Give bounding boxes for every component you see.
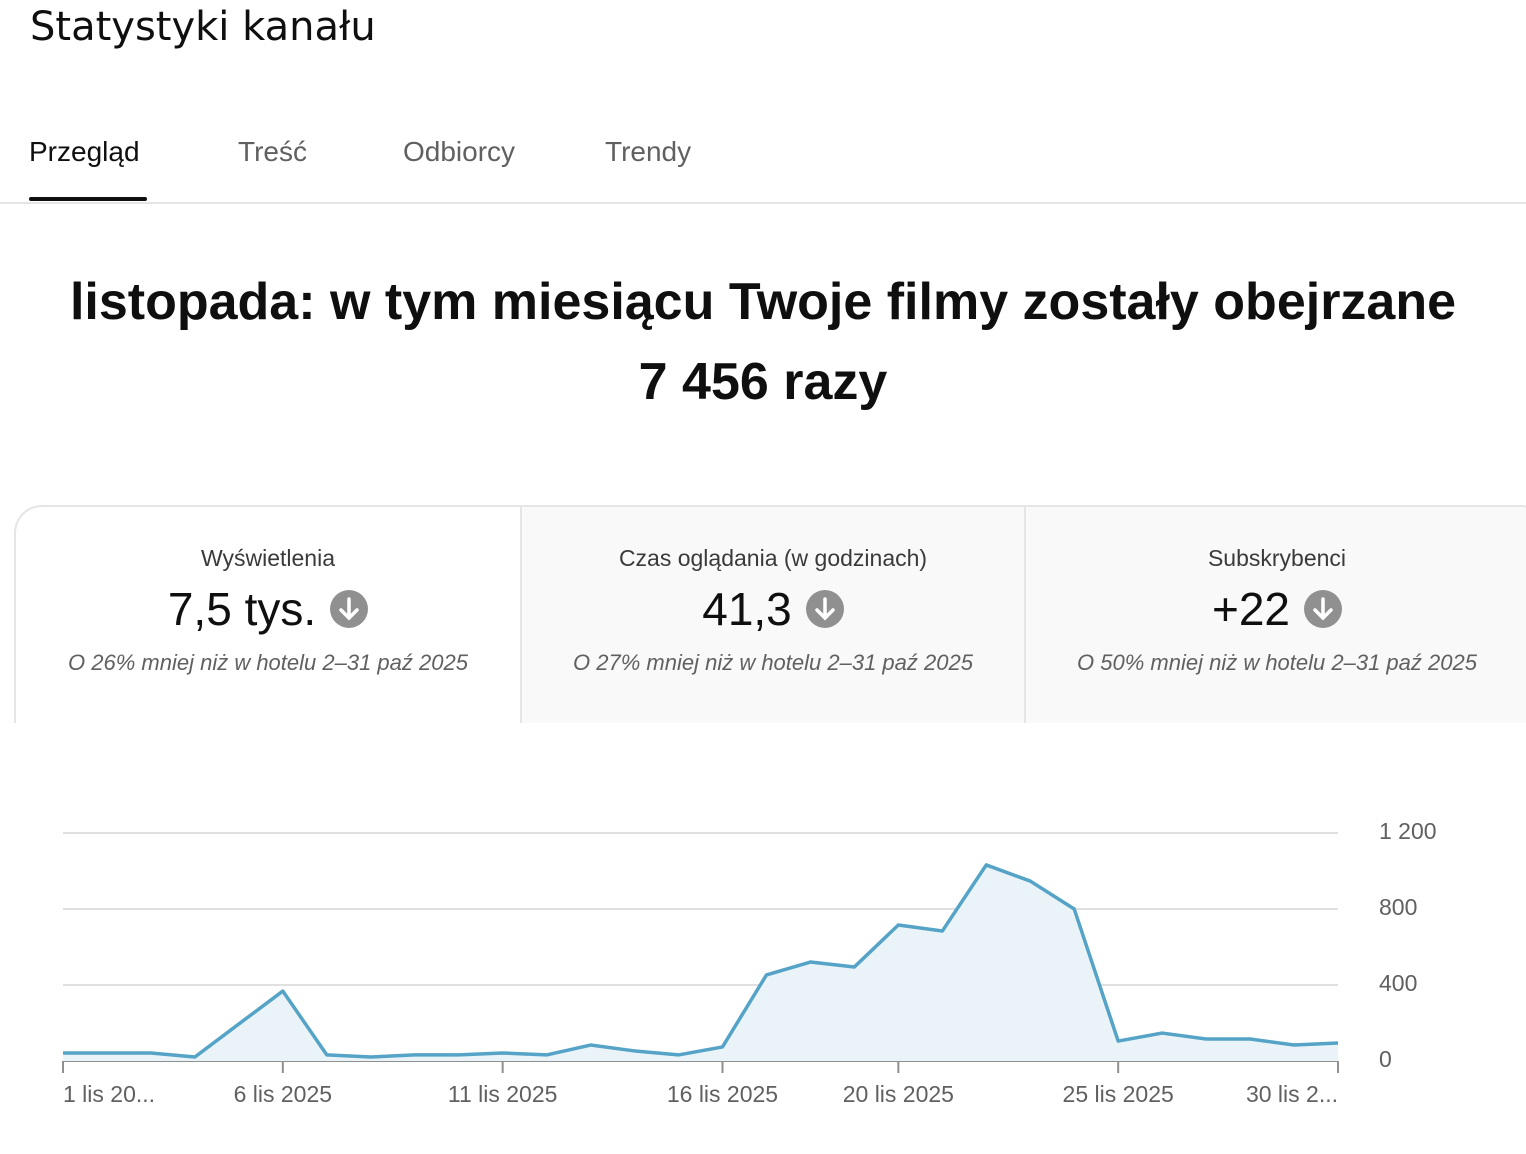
y-tick-label: 400 [1379,970,1417,996]
metric-value: 41,3 [702,583,792,635]
x-tick-label: 11 lis 2025 [448,1081,558,1107]
tab[interactable]: Trendy [605,136,692,167]
y-tick-label: 0 [1379,1046,1392,1072]
metric-value: 7,5 tys. [167,583,317,635]
page-title: Statystyki kanału [30,4,376,50]
down-icon [330,590,369,628]
metric-comparison: O 50% mniej niż w hotelu 2–31 paź 2025 [1077,650,1477,675]
metrics-card: Wyświetlenia 7,5 tys. O 26% mniej niż w ho… [14,505,1526,723]
x-tick-label: 20 lis 2025 [843,1081,954,1107]
headline: 7 456 razy [638,353,888,411]
icon-arrow [815,597,835,621]
headline: listopada: w tym miesiącu Twoje filmy zo… [69,273,1457,331]
x-tick-label: 25 lis 2025 [1063,1081,1174,1107]
metric[interactable]: Czas oglądania (w godzinach) 41,3 O 27% mn… [520,507,1024,723]
metric: Wyświetlenia 7,5 tys. O 26% mniej niż w ho… [16,507,520,723]
down-icon [1304,590,1343,628]
y-tick-label: 1 200 [1379,818,1437,844]
x-tick-label: 16 lis 2025 [667,1081,778,1107]
tab[interactable]: Odbiorcy [403,136,516,167]
y-tick-label: 800 [1379,894,1417,920]
metric-value: +22 [1211,583,1291,635]
metric-label: Czas oglądania (w godzinach) [618,545,928,571]
area [63,864,1338,1061]
divider [0,202,1526,204]
x-tick-label: 30 lis 2... [1246,1081,1338,1107]
down-icon [805,590,844,628]
metric-value-row: 41,3 [522,582,1024,636]
line [63,863,1339,1059]
x-tick-label: 1 lis 20... [63,1081,155,1107]
icon-arrow [339,597,359,621]
metric[interactable]: Subskrybenci +22 O 50% mniej niż w hotelu … [1024,507,1526,723]
metric-value-row: +22 [1026,582,1526,636]
chart: 0 400 800 1 200 1 lis 20... 6 lis 2025 11 lis … [62,818,1437,1107]
tab-indicator [29,197,147,201]
icon-arrow [1313,597,1333,621]
metric-label: Subskrybenci [1207,545,1347,571]
metric-value-row: 7,5 tys. [16,582,520,636]
metric-comparison: O 26% mniej niż w hotelu 2–31 paź 2025 [68,650,468,675]
x-tick-label: 6 lis 2025 [234,1081,332,1107]
metric-comparison: O 27% mniej niż w hotelu 2–31 paź 2025 [573,650,973,675]
metric-label: Wyświetlenia [200,545,335,571]
tab[interactable]: Treść [238,136,307,167]
tab[interactable]: Przegląd [29,136,140,167]
